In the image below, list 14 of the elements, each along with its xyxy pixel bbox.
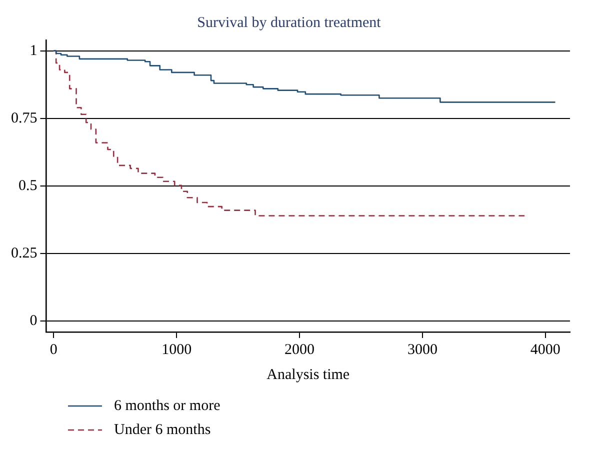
x-tick-label: 3000	[407, 342, 438, 358]
x-tick-label: 4000	[530, 342, 560, 358]
chart-title: Survival by duration treatment	[197, 14, 382, 31]
y-tick-label: 0	[30, 313, 38, 330]
y-tick-label: 1	[30, 42, 38, 59]
x-tick-label: 2000	[284, 342, 315, 358]
legend-label: 6 months or more	[114, 397, 220, 416]
y-tick-label: 0.5	[18, 178, 38, 194]
x-tick-label: 1000	[162, 342, 192, 358]
y-tick-label: 0.75	[11, 110, 38, 126]
x-axis-title: Analysis time	[266, 366, 350, 383]
y-tick-label: 0.25	[11, 246, 38, 262]
x-tick-label: 0	[50, 342, 58, 358]
legend-label: Under 6 months	[114, 421, 211, 440]
